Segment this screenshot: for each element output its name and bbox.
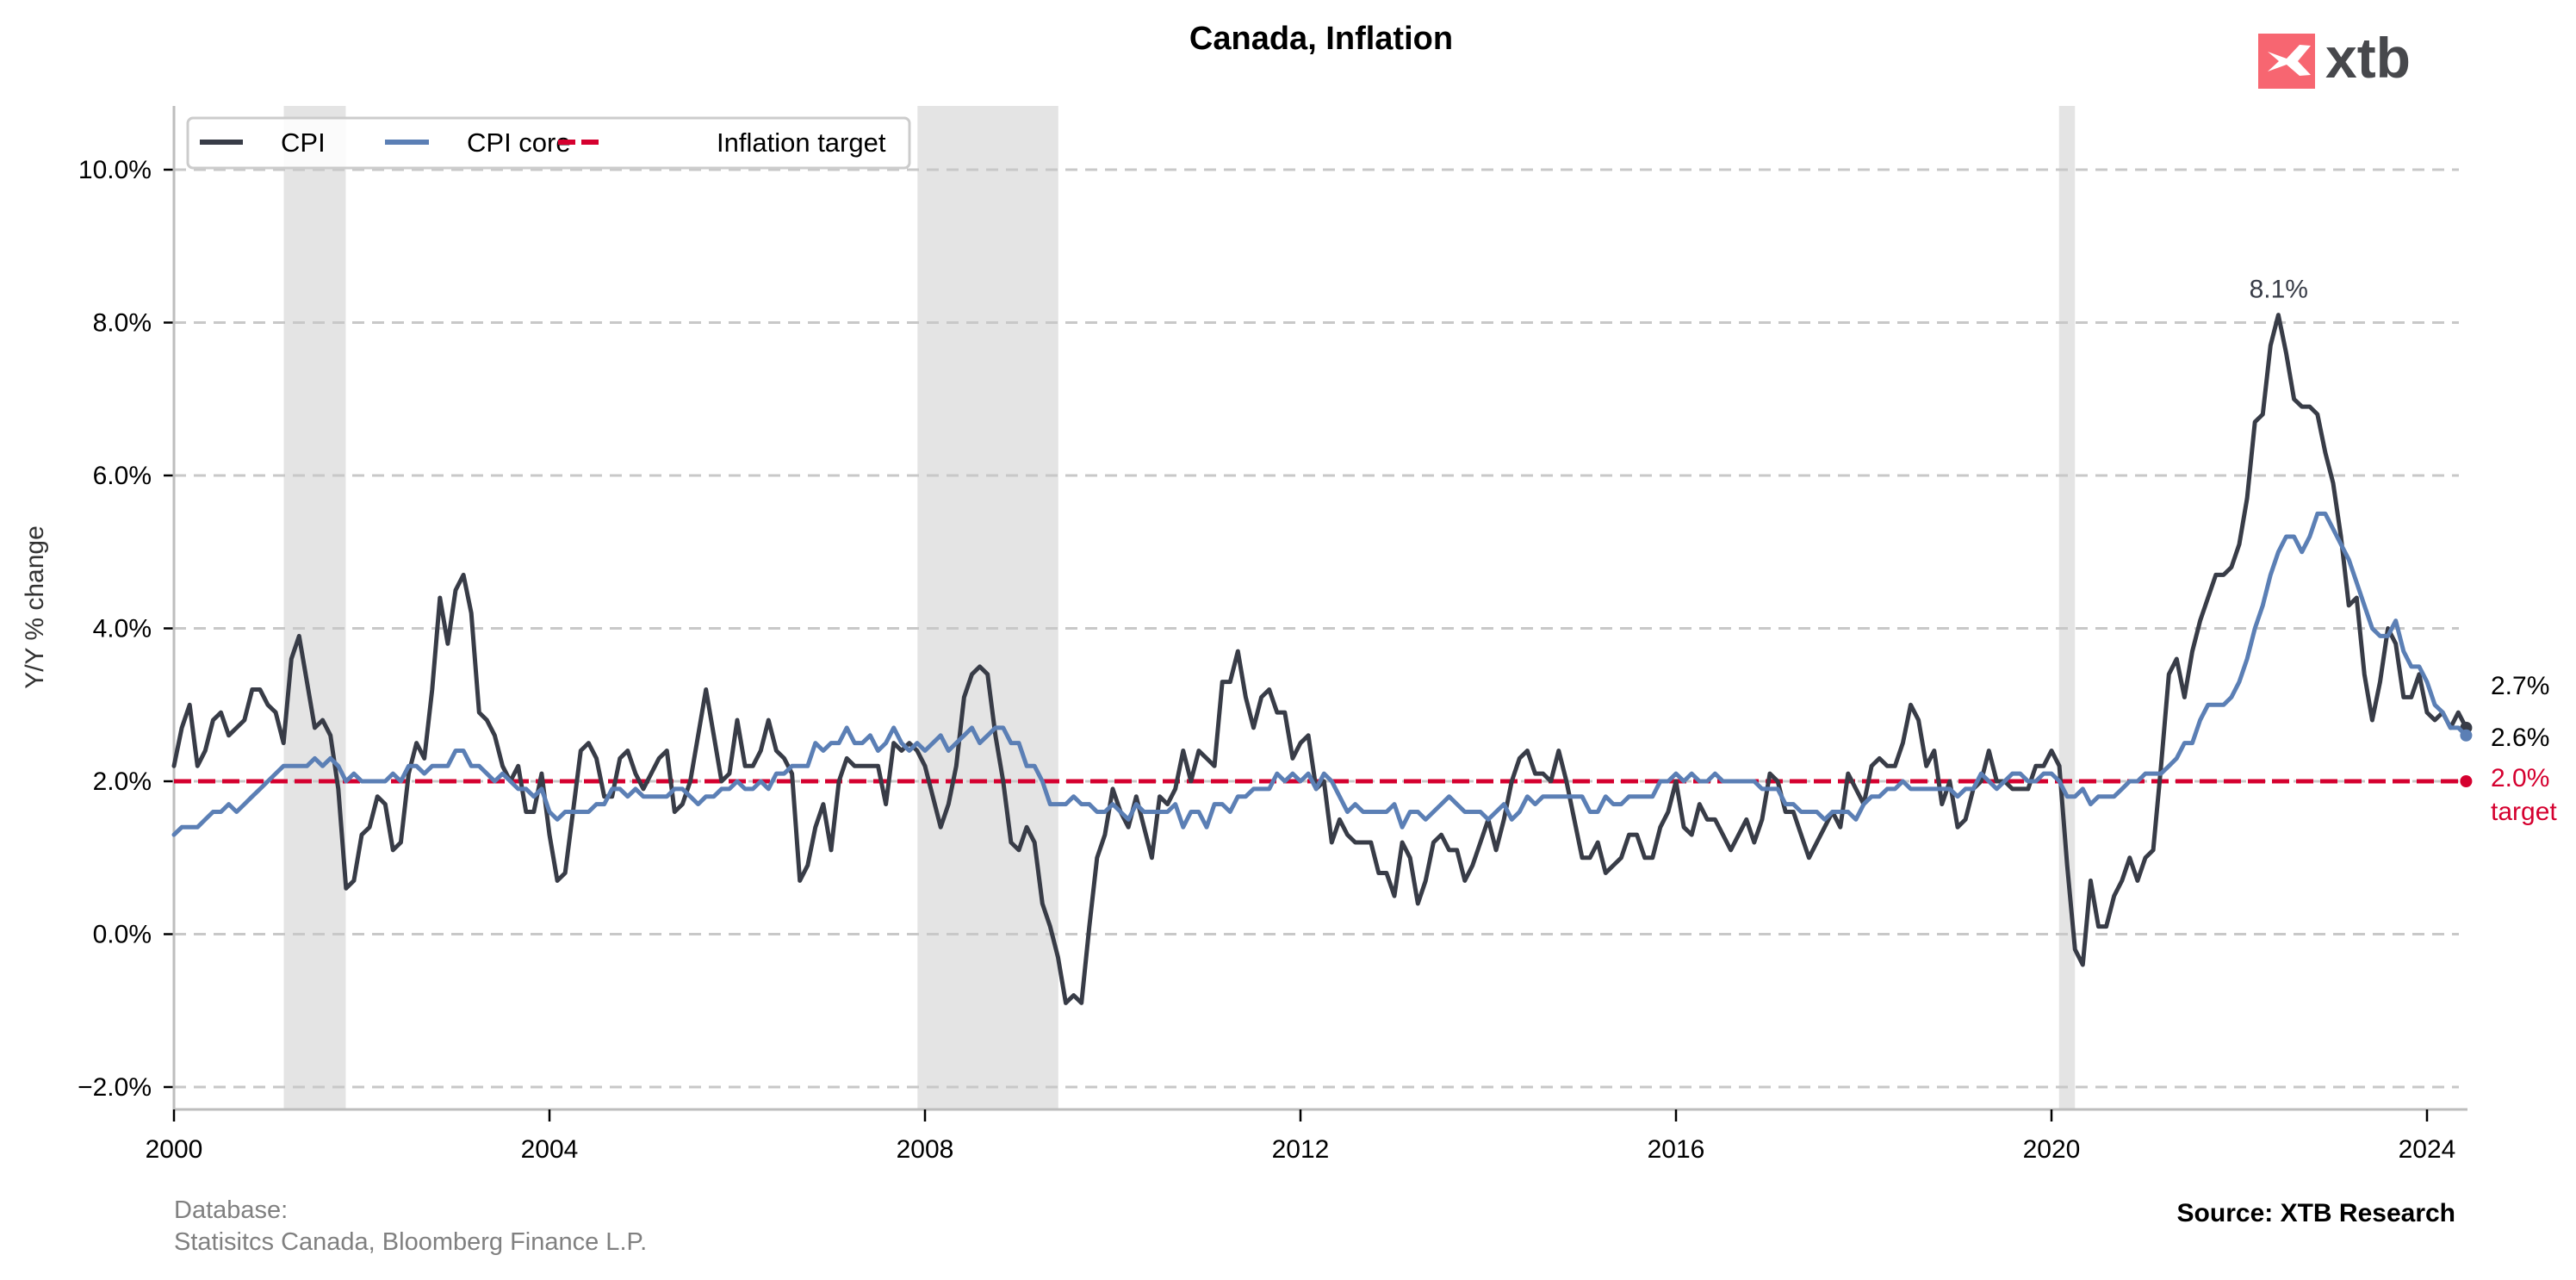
x-tick-label: 2008 — [897, 1135, 954, 1164]
annotation-end-label: 2.7% — [2491, 672, 2549, 700]
y-tick-label: 8.0% — [93, 309, 152, 338]
footer-database-label: Database: — [174, 1196, 288, 1224]
annotation-end-label: target — [2491, 798, 2557, 826]
xtb-logo: xtb — [2258, 26, 2411, 90]
axes: −2.0% 0.0% 2.0% 4.0% 6.0% 8.0% 10.0% 2000 2004 20… — [78, 106, 2467, 1164]
legend-label-cpi-core: CPI core — [467, 127, 571, 158]
recession-band — [2058, 106, 2076, 1109]
y-tick-label: 4.0% — [93, 615, 152, 643]
annotations: 8.1% 2.7% 2.6% 2.0% target — [2250, 276, 2558, 826]
x-tick-label: 2016 — [1648, 1135, 1705, 1164]
xtb-logo-x-icon — [2268, 45, 2311, 76]
series-layer — [171, 313, 2473, 1005]
y-tick-label: 6.0% — [93, 462, 152, 490]
series-endpoint-cpi-core — [2460, 729, 2473, 742]
y-tick-label: −2.0% — [78, 1073, 152, 1102]
x-tick-label: 2004 — [521, 1135, 579, 1164]
annotation-peak-label: 8.1% — [2250, 276, 2308, 304]
recession-shading — [283, 106, 2076, 1109]
series-line-cpi — [171, 313, 2468, 1005]
legend-label-inflation-target: Inflation target — [717, 127, 886, 158]
footer-source: Source: XTB Research — [2177, 1199, 2455, 1227]
recession-band — [917, 106, 1058, 1109]
annotation-end-label: 2.0% — [2491, 764, 2549, 792]
series-endpoint-inflation-target — [2460, 775, 2473, 787]
x-tick-label: 2000 — [146, 1135, 203, 1164]
y-tick-label: 2.0% — [93, 767, 152, 796]
annotation-end-label: 2.6% — [2491, 724, 2549, 752]
x-tick-label: 2024 — [2399, 1135, 2456, 1164]
y-tick-label: 10.0% — [78, 156, 152, 184]
xtb-logo-text: xtb — [2325, 26, 2411, 90]
footer-database-sources: Statisitcs Canada, Bloomberg Finance L.P… — [174, 1228, 647, 1256]
chart-title: Canada, Inflation — [1189, 21, 1453, 57]
series-line-cpi-core — [171, 511, 2468, 837]
y-axis-label: Y/Y % change — [21, 525, 49, 689]
legend-box — [186, 116, 911, 170]
y-tick-label: 0.0% — [93, 921, 152, 949]
legend-label-cpi: CPI — [281, 127, 326, 158]
recession-band — [283, 106, 346, 1109]
x-tick-label: 2020 — [2023, 1135, 2081, 1164]
legend: CPI CPI core Inflation target — [186, 116, 911, 170]
x-tick-label: 2012 — [1272, 1135, 1330, 1164]
gridlines — [174, 168, 2459, 1089]
